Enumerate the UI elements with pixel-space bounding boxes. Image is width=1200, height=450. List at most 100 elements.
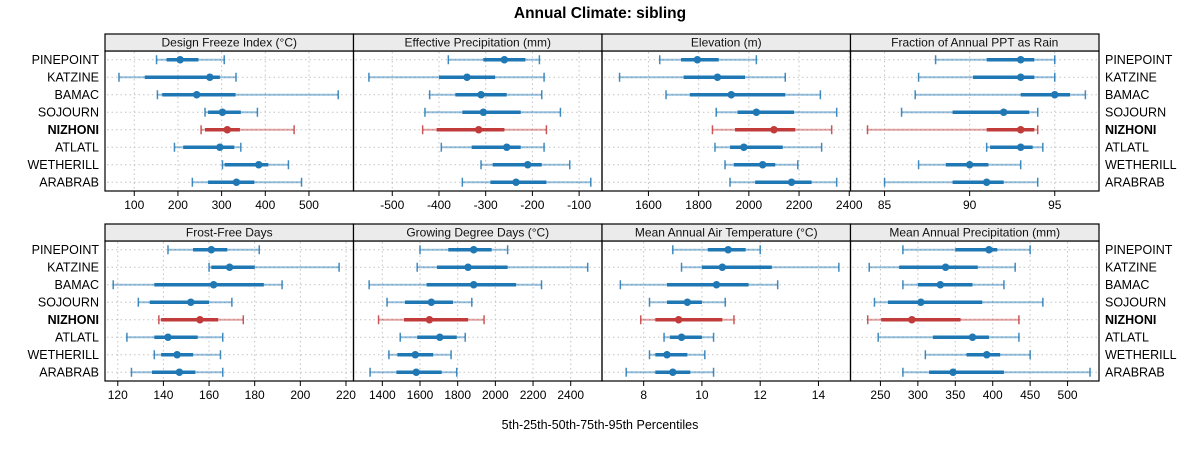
- median-dot: [752, 108, 761, 117]
- median-dot: [411, 350, 420, 359]
- axis-tick-label: 2400: [557, 388, 584, 402]
- median-dot: [724, 245, 732, 254]
- panel-8: 250 300 350 400 450 500 Mean Annual Precipitat…: [849, 223, 1100, 402]
- panel-border: [104, 240, 355, 382]
- median-dot: [469, 280, 478, 289]
- axis-tick-label: 2200: [520, 388, 547, 402]
- median-dot: [677, 333, 686, 342]
- site-label-right-arabrab: ARABRAB: [1105, 176, 1165, 190]
- site-label-right-atlatl: ATLATL: [1105, 141, 1149, 155]
- site-label-left-bamac: BAMAC: [55, 88, 99, 102]
- axis-tick-label: 200: [290, 388, 310, 402]
- axis-tick-label: 140: [153, 388, 173, 402]
- median-dot: [718, 263, 727, 272]
- axis-tick-label: 2200: [786, 198, 813, 212]
- panel-7: 8 10 12 14 Mean Annual Air Temperature (°C): [601, 223, 852, 402]
- site-label-left-arabrab: ARABRAB: [39, 176, 99, 190]
- median-dot: [435, 333, 444, 342]
- median-dot: [502, 143, 511, 152]
- median-dot: [999, 108, 1008, 117]
- axis-tick-label: 500: [1058, 388, 1078, 402]
- axis-tick-label: 90: [963, 198, 977, 212]
- median-dot: [727, 90, 736, 99]
- axis-tick-label: -400: [427, 198, 451, 212]
- chart-title: Annual Climate: sibling: [513, 5, 687, 22]
- axis-tick-label: 200: [168, 198, 188, 212]
- axis-tick-label: 10: [695, 388, 709, 402]
- median-dot: [982, 178, 991, 187]
- site-label-left-katzine: KATZINE: [47, 261, 99, 275]
- median-dot: [523, 160, 532, 169]
- site-label-left-wetherill: WETHERILL: [27, 158, 99, 172]
- axis-tick-label: 95: [1048, 198, 1062, 212]
- site-label-left-sojourn: SOJOURN: [38, 106, 99, 120]
- site-label-right-arabrab: ARABRAB: [1105, 366, 1165, 380]
- site-label-right-wetherill: WETHERILL: [1105, 158, 1177, 172]
- median-dot: [207, 245, 216, 254]
- site-label-left-nizhoni: NIZHONI: [48, 313, 99, 327]
- panel-title: Elevation (m): [691, 36, 762, 50]
- median-dot: [693, 55, 702, 64]
- panel-border: [352, 240, 603, 382]
- median-dot: [225, 263, 234, 272]
- median-dot: [232, 178, 241, 187]
- axis-tick-label: 2000: [735, 198, 762, 212]
- panel-border: [104, 50, 355, 192]
- site-label-right-wetherill: WETHERILL: [1105, 348, 1177, 362]
- site-label-left-bamac: BAMAC: [55, 278, 99, 292]
- median-dot: [479, 108, 488, 117]
- panel-title: Design Freeze Index (°C): [161, 36, 297, 50]
- panel-border: [849, 50, 1100, 192]
- site-label-left-atlatl: ATLATL: [55, 141, 99, 155]
- median-dot: [740, 143, 748, 152]
- axis-tick-label: 14: [812, 388, 826, 402]
- axis-tick-label: 400: [255, 198, 275, 212]
- axis-tick-label: -100: [567, 198, 591, 212]
- site-label-right-sojourn: SOJOURN: [1105, 106, 1166, 120]
- panel-3: 1600 1800 2000 2200 2400 Elevation (m): [601, 33, 863, 212]
- site-label-right-atlatl: ATLATL: [1105, 331, 1149, 345]
- site-label-right-bamac: BAMAC: [1105, 278, 1149, 292]
- median-dot: [713, 73, 722, 82]
- panel-header: [849, 33, 1100, 52]
- axis-tick-label: 100: [124, 198, 144, 212]
- median-dot: [1016, 55, 1025, 64]
- median-dot: [668, 368, 677, 377]
- median-dot: [175, 368, 184, 377]
- median-dot: [917, 298, 925, 307]
- site-label-right-nizhoni: NIZHONI: [1105, 313, 1156, 327]
- axis-tick-label: 120: [108, 388, 128, 402]
- median-dot: [206, 73, 214, 82]
- site-label-left-atlatl: ATLATL: [55, 331, 99, 345]
- median-dot: [500, 55, 509, 64]
- median-dot: [427, 298, 436, 307]
- median-dot: [968, 333, 977, 342]
- site-label-right-sojourn: SOJOURN: [1105, 296, 1166, 310]
- axis-tick-label: -200: [520, 198, 544, 212]
- panel-border: [352, 50, 603, 192]
- site-label-left-katzine: KATZINE: [47, 71, 99, 85]
- median-dot: [908, 315, 916, 324]
- x-axis-caption: 5th-25th-50th-75th-95th Percentiles: [501, 418, 699, 432]
- median-dot: [176, 55, 184, 64]
- median-dot: [936, 280, 945, 289]
- median-dot: [412, 368, 421, 377]
- axis-tick-label: 450: [1020, 388, 1040, 402]
- axis-tick-label: 250: [870, 388, 890, 402]
- axis-tick-label: 1800: [444, 388, 471, 402]
- panel-title: Mean Annual Precipitation (mm): [889, 226, 1060, 240]
- site-label-right-katzine: KATZINE: [1105, 261, 1157, 275]
- panel-6: 1400 1600 1800 2000 2200 2400 Growing Degree D…: [352, 223, 603, 402]
- site-label-left-pinepoint: PINEPOINT: [32, 53, 100, 67]
- median-dot: [477, 90, 485, 99]
- panel-1: 100 200 300 400 500 Design Freeze Index (°C): [104, 33, 355, 212]
- median-dot: [196, 315, 204, 324]
- median-dot: [186, 298, 195, 307]
- axis-tick-label: 300: [212, 198, 232, 212]
- panel-2: -500 -400 -300 -200 -100 Effective Precipitat…: [352, 33, 603, 212]
- axis-tick-label: 180: [245, 388, 265, 402]
- median-dot: [425, 315, 434, 324]
- median-dot: [982, 350, 991, 359]
